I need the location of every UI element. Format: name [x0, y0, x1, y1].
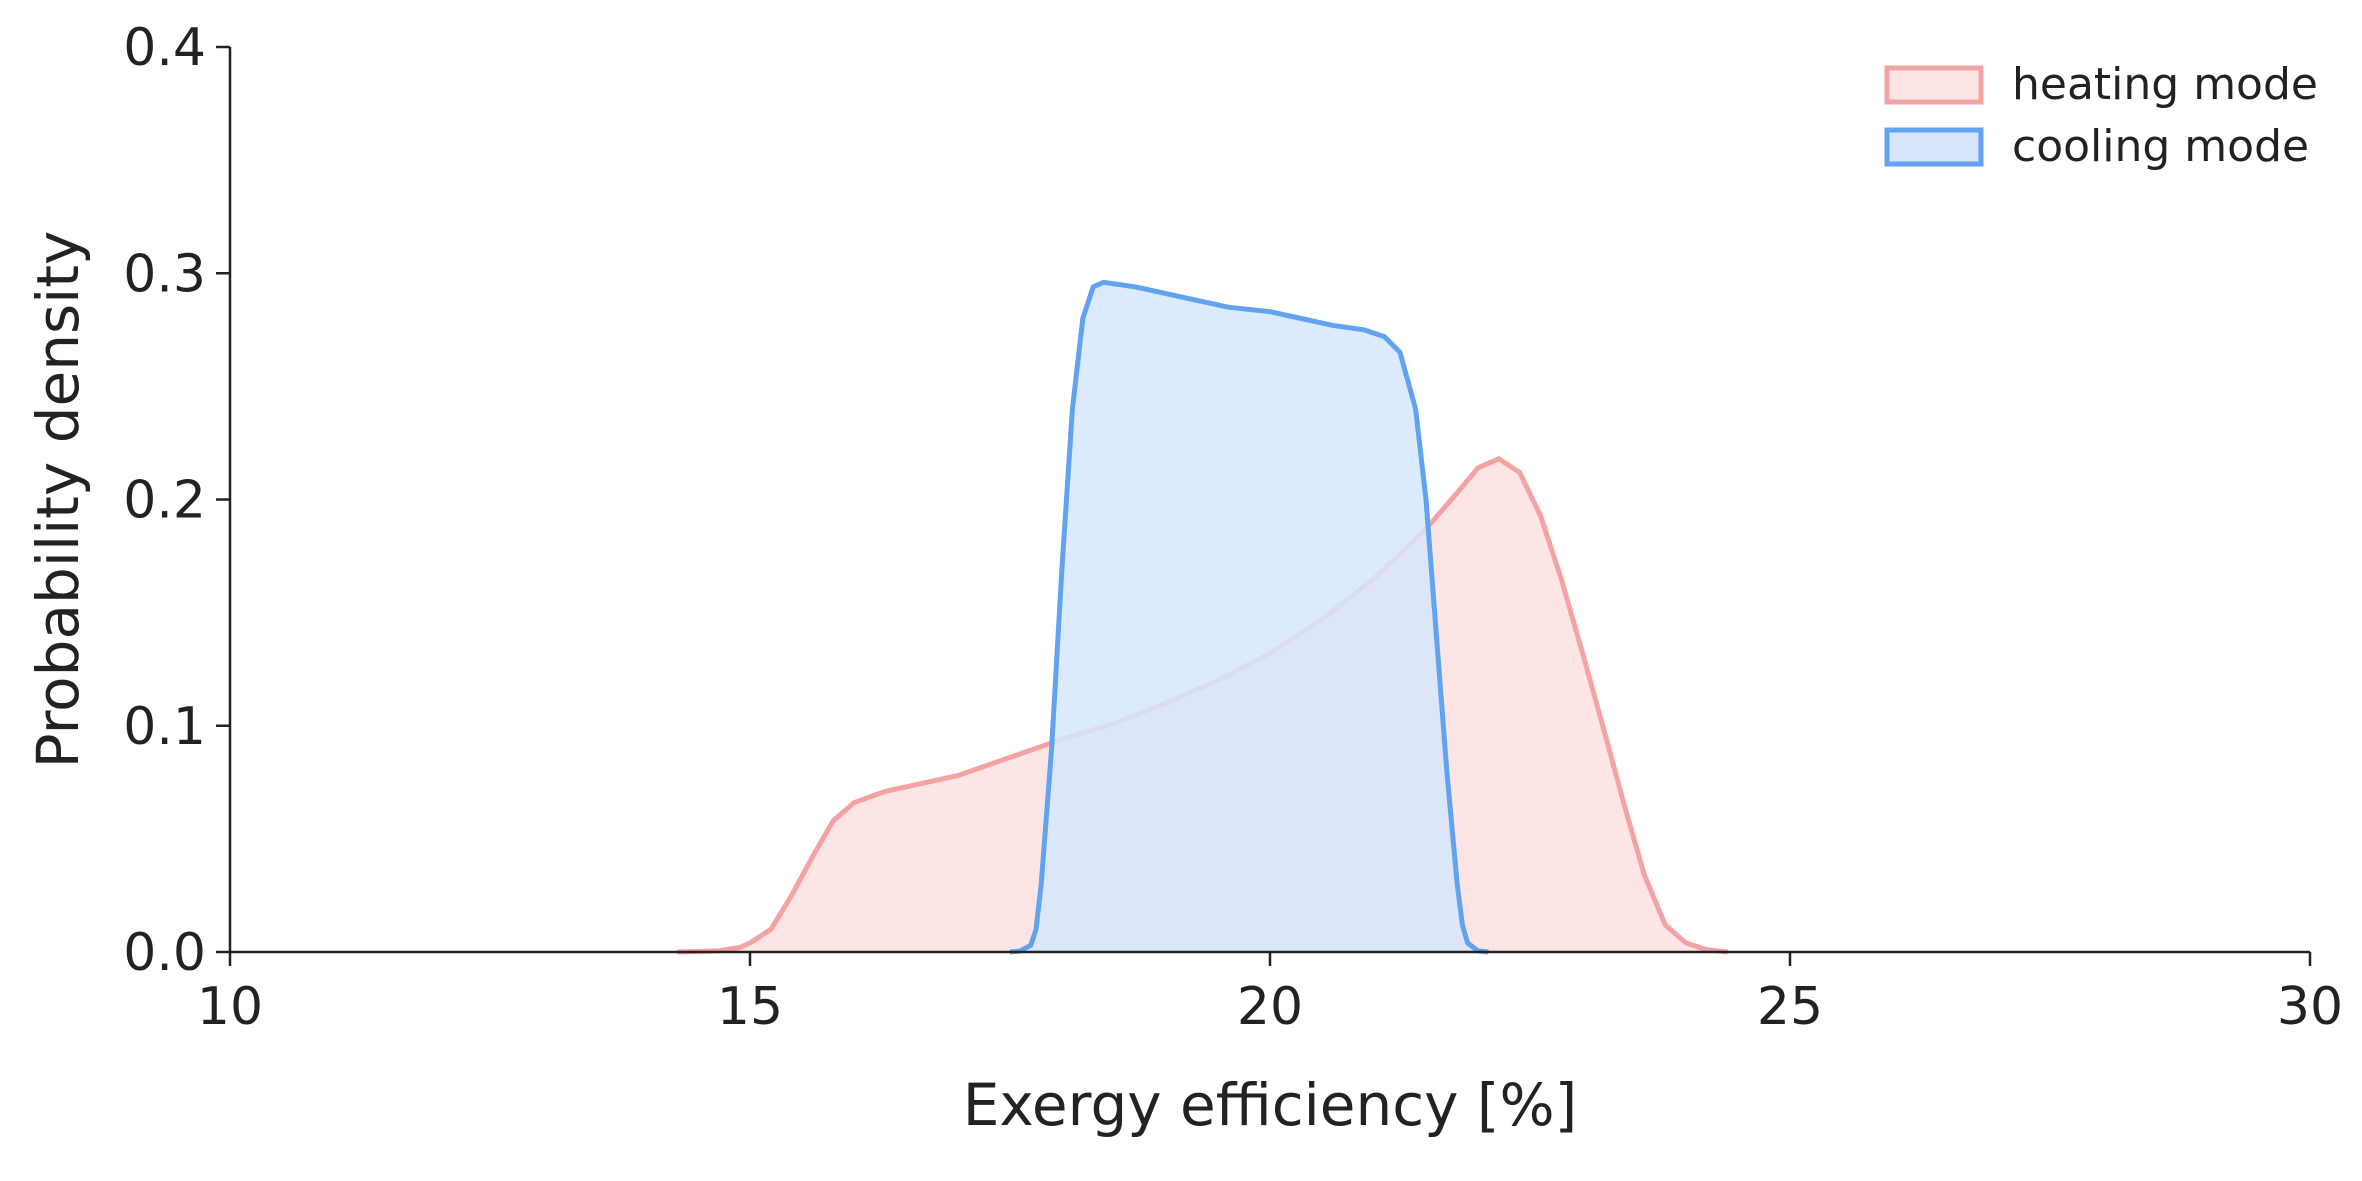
legend-swatch-cooling-mode — [1884, 127, 1984, 167]
x-tick-label: 15 — [717, 977, 783, 1037]
y-axis-ticks: 0.0 0.1 0.2 0.3 0.4 — [123, 18, 230, 983]
legend-label-cooling-mode: cooling mode — [2012, 121, 2309, 172]
legend-swatch-heating-mode — [1884, 65, 1984, 105]
legend: heating mode cooling mode — [1884, 59, 2318, 172]
x-tick-label: 20 — [1237, 977, 1303, 1037]
x-tick-label: 25 — [1757, 977, 1823, 1037]
y-tick-label: 0.0 — [123, 923, 206, 983]
cooling-mode-area — [1010, 282, 1489, 952]
x-tick-label: 10 — [197, 977, 263, 1037]
legend-label-heating-mode: heating mode — [2012, 59, 2318, 110]
x-axis-title: Exergy efficiency [%] — [963, 1071, 1578, 1139]
y-tick-label: 0.1 — [123, 697, 206, 757]
x-tick-label: 30 — [2277, 977, 2343, 1037]
y-tick-label: 0.4 — [123, 18, 206, 78]
cooling-mode-line — [1009, 279, 1489, 955]
y-tick-label: 0.2 — [123, 471, 206, 531]
y-axis-title: Probability density — [24, 231, 92, 769]
x-axis-ticks: 10 15 20 25 30 — [197, 952, 2343, 1037]
series-layer — [677, 279, 1728, 955]
y-tick-label: 0.3 — [123, 244, 206, 304]
